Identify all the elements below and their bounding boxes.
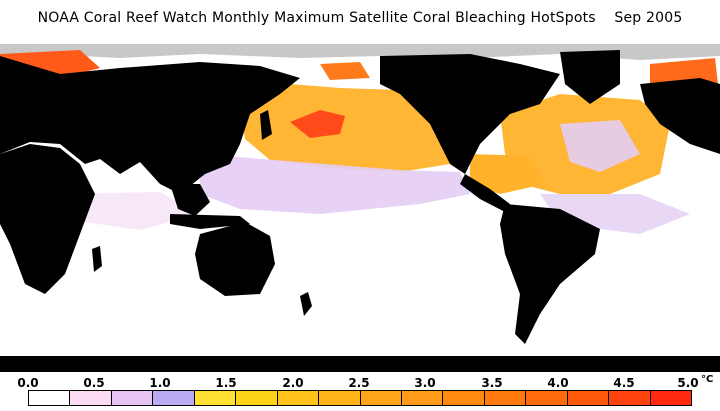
colorbar [28,390,692,406]
colorbar-swatch [319,391,361,405]
japan-land [260,110,272,140]
colorbar-swatch [401,391,444,405]
madagascar-land [92,246,102,272]
europe-land [640,78,720,154]
colorbar-tick-3: 1.5 [215,376,237,390]
land-masses [0,50,720,372]
indian-ocean-light [60,192,200,230]
southeast-asia-land [170,184,210,216]
colorbar-tick-7: 3.5 [481,376,503,390]
hotspot-map [0,44,720,372]
colorbar-tick-10: 5.0 [677,376,699,390]
arctic-hotspot-mid [320,62,370,80]
eurasia-land [0,56,300,194]
colorbar-tick-0: 0.0 [17,376,39,390]
caribbean-hotspot [470,154,545,194]
colorbar-tick-5: 2.5 [348,376,370,390]
colorbar-swatch [70,391,112,405]
world-map-svg [0,44,720,372]
indonesia-land [170,214,250,229]
colorbar-swatch [29,391,71,405]
africa-land [0,144,95,294]
colorbar-swatch [153,391,195,405]
colorbar-swatch [360,391,402,405]
colorbar-swatch [443,391,485,405]
south-america-land [500,204,600,344]
north-atlantic-light [560,120,640,172]
tropical-pacific-band [200,154,470,214]
north-pacific-peak [290,110,345,138]
colorbar-swatch [484,391,527,405]
colorbar-tick-9: 4.5 [613,376,635,390]
north-america-land [380,54,560,174]
colorbar-swatch [567,391,610,405]
colorbar-tick-8: 4.0 [547,376,569,390]
colorbar-unit: °C [701,374,714,385]
colorbar-swatch [526,391,568,405]
north-pacific-hotspot [240,84,460,172]
colorbar-tick-2: 1.0 [149,376,171,390]
colorbar-labels: 0.0 0.5 1.0 1.5 2.0 2.5 3.0 3.5 4.0 4.5 … [0,374,720,390]
colorbar-tick-6: 3.0 [414,376,436,390]
arctic-ice [0,44,720,60]
colorbar-tick-4: 2.0 [282,376,304,390]
colorbar-swatch [277,391,320,405]
central-america-land [460,174,510,212]
hotspot-shading [0,50,718,234]
colorbar-swatch [111,391,154,405]
colorbar-tick-1: 0.5 [83,376,105,390]
colorbar-swatch [236,391,278,405]
greenland-land [560,50,620,104]
australia-land [195,222,275,296]
antarctica-land [0,356,720,372]
colorbar-swatch [194,391,237,405]
new-zealand-land [300,292,312,316]
colorbar-swatch [650,391,691,405]
colorbar-swatch [609,391,651,405]
map-title: NOAA Coral Reef Watch Monthly Maximum Sa… [37,10,683,26]
